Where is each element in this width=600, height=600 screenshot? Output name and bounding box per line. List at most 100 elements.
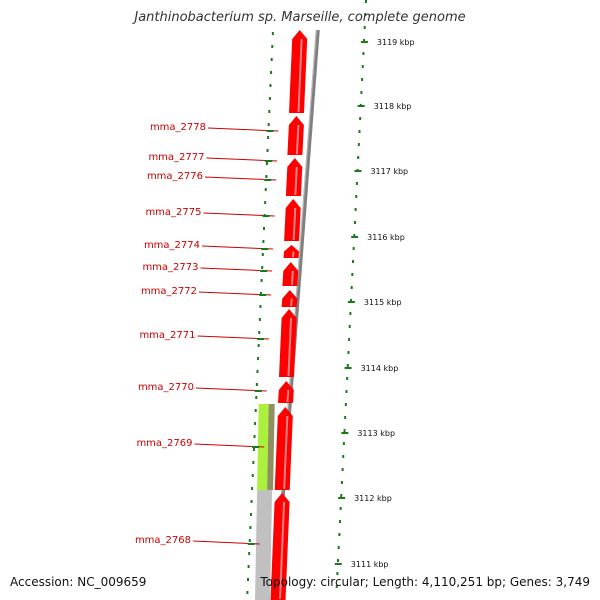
inner-tick [256,370,259,373]
gene-label: mma_2776 [147,171,203,182]
outer-tick [338,533,341,536]
inner-tick [262,240,265,243]
gene-arrow [289,30,308,113]
gene-arrow-highlight [283,415,289,490]
inner-tick [248,539,251,542]
gene-labels: mma_2778 mma_2777 mma_2776 mma_2775 mma_2774… [135,122,279,546]
topology-label: Topology: circular; Length: 4,110,251 bp… [260,575,590,589]
inner-tick [249,526,252,529]
outer-tick [339,507,342,510]
gene-arrow [279,309,297,377]
inner-tick [264,201,267,204]
inner-tick [261,253,264,256]
inner-tick [271,32,274,35]
gene-arrow [270,493,290,600]
outer-tick [355,182,358,185]
outer-tick [350,286,353,289]
gene-arrow-highlight [290,298,293,307]
grey-feature [255,490,273,600]
gene-label: mma_2769 [136,438,192,449]
outer-tick [344,416,347,419]
inner-tick [247,565,250,568]
outer-tick [354,208,357,211]
outer-tick [351,273,354,276]
inner-tick [252,461,255,464]
inner-tick [260,292,263,295]
scale-tick-label: 3116 kbp [367,233,405,242]
outer-tick [352,260,354,263]
gene-label-leader [198,291,272,296]
outer-tick [355,195,358,198]
map-title: Janthinobacterium sp. Marseille, complet… [134,10,466,25]
gene-label: mma_2768 [135,535,191,546]
outer-tick [363,26,366,29]
inner-tick [270,71,273,74]
scale-tick-label: 3114 kbp [361,364,399,373]
inner-tick [258,331,261,334]
outer-tick [342,455,345,458]
outer-tick [358,130,361,133]
scale-tick-label: 3115 kbp [364,298,402,307]
gene-arrow-highlight [279,501,286,600]
gene-arrow [284,199,301,241]
outer-tick [360,91,363,94]
outer-tick [339,520,341,523]
rna-feature-shade [267,404,275,490]
inner-tick [271,45,274,48]
inner-tick [249,513,252,516]
outer-tick [361,78,364,81]
inner-tick [268,97,271,100]
outer-tick [349,312,352,315]
gene-label: mma_2773 [142,262,198,273]
outer-tick [364,13,367,16]
inner-tick [265,162,268,165]
gene-label: mma_2775 [145,207,201,218]
gene-label: mma_2770 [138,382,194,393]
outer-tick [336,572,339,575]
outer-tick [337,559,340,562]
inner-tick [257,357,260,360]
inner-tick [255,396,258,399]
outer-tick [353,234,356,237]
gene-arrow-highlight [290,270,294,286]
gene-arrow-highlight [287,317,293,377]
gene-arrow [283,245,299,258]
gene-label: mma_2772 [141,286,197,297]
gene-arrow-highlight [295,124,300,155]
inner-tick [253,435,256,438]
scale-tick-label: 3111 kbp [351,560,389,569]
inner-tick [267,136,270,139]
gene-label: mma_2771 [139,330,195,341]
gene-arrow [287,116,304,155]
outer-tick [346,364,349,367]
inner-tick [247,578,250,581]
outer-tick [352,247,355,250]
outer-tick [344,403,347,406]
gene-arrow-highlight [297,38,303,113]
inner-tick [262,227,265,230]
outer-tick [341,468,344,471]
gene-arrow [285,158,303,196]
gene-arrow [278,381,294,403]
outer-tick [348,338,351,341]
inner-tick [258,318,261,321]
gene-arrow [281,290,298,307]
inner-tick [251,487,254,490]
inner-tick [261,266,264,269]
outer-tick [337,546,340,549]
gene-label: mma_2777 [148,152,204,163]
inner-tick [255,383,258,386]
inner-tick [251,474,254,477]
inner-tick [252,448,255,451]
gene-arrow-highlight [294,166,298,196]
outer-tick [357,143,360,146]
outer-tick [345,390,348,393]
outer-tick [340,494,343,497]
outer-tick [335,585,338,588]
accession-label: Accession: NC_009659 [10,575,147,589]
inner-tick [259,305,262,308]
inner-tick [246,591,249,594]
inner-tick [268,110,271,113]
